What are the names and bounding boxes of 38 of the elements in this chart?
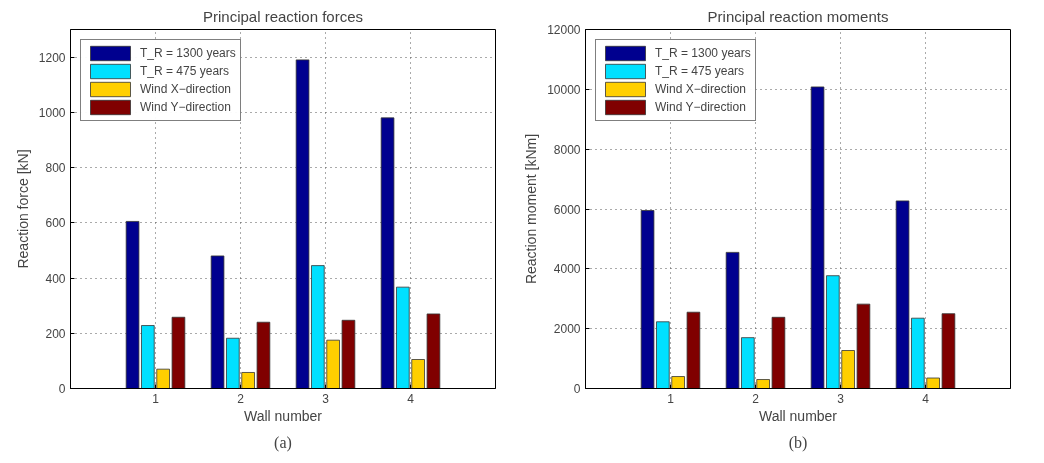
x-tick-label: 3 [322, 391, 330, 406]
y-tick-label: 600 [45, 216, 66, 231]
x-tick-label: 4 [922, 391, 930, 406]
y-tick-label: 400 [45, 271, 66, 286]
y-tick-label: 6000 [553, 202, 581, 217]
chart-title: Principal reaction forces [202, 7, 364, 25]
x-tick-label: 2 [752, 391, 760, 406]
legend-label: T_R = 475 years [140, 63, 230, 80]
x-tick-label: 1 [152, 391, 160, 406]
legend-label: Wind Y−direction [140, 99, 231, 116]
legend-label: T_R = 1300 years [655, 45, 751, 62]
y-tick-label: 800 [45, 161, 66, 176]
x-tick-label: 4 [407, 391, 415, 406]
y-tick-label: 1000 [38, 105, 66, 120]
text: (b) [788, 433, 808, 452]
legend-label: T_R = 1300 years [140, 45, 236, 62]
y-tick-label: 4000 [553, 262, 581, 277]
y-tick-label: 12000 [547, 23, 581, 37]
y-axis-title: Reaction force [kN] [14, 149, 31, 269]
y-tick-label: 0 [58, 382, 66, 396]
chart-title: Principal reaction moments [707, 7, 889, 25]
x-axis-title: Wall number [758, 407, 838, 424]
y-tick-label: 0 [573, 382, 581, 396]
x-tick-label: 1 [667, 391, 675, 406]
y-tick-label: 1200 [38, 50, 66, 65]
x-tick-label: 3 [837, 391, 845, 406]
legend-label: Wind X−direction [655, 81, 747, 98]
legend-label: Wind X−direction [140, 81, 232, 98]
y-tick-label: 200 [45, 326, 66, 341]
y-axis-title: Reaction moment [kNm] [523, 133, 540, 285]
legend-label: Wind Y−direction [655, 99, 746, 116]
y-tick-label: 8000 [553, 142, 581, 157]
y-tick-label: 10000 [547, 82, 581, 97]
x-tick-label: 2 [237, 391, 245, 406]
text: (a) [274, 433, 292, 452]
legend-label: T_R = 475 years [655, 63, 745, 80]
x-axis-title: Wall number [243, 407, 323, 424]
y-tick-label: 2000 [553, 322, 581, 337]
